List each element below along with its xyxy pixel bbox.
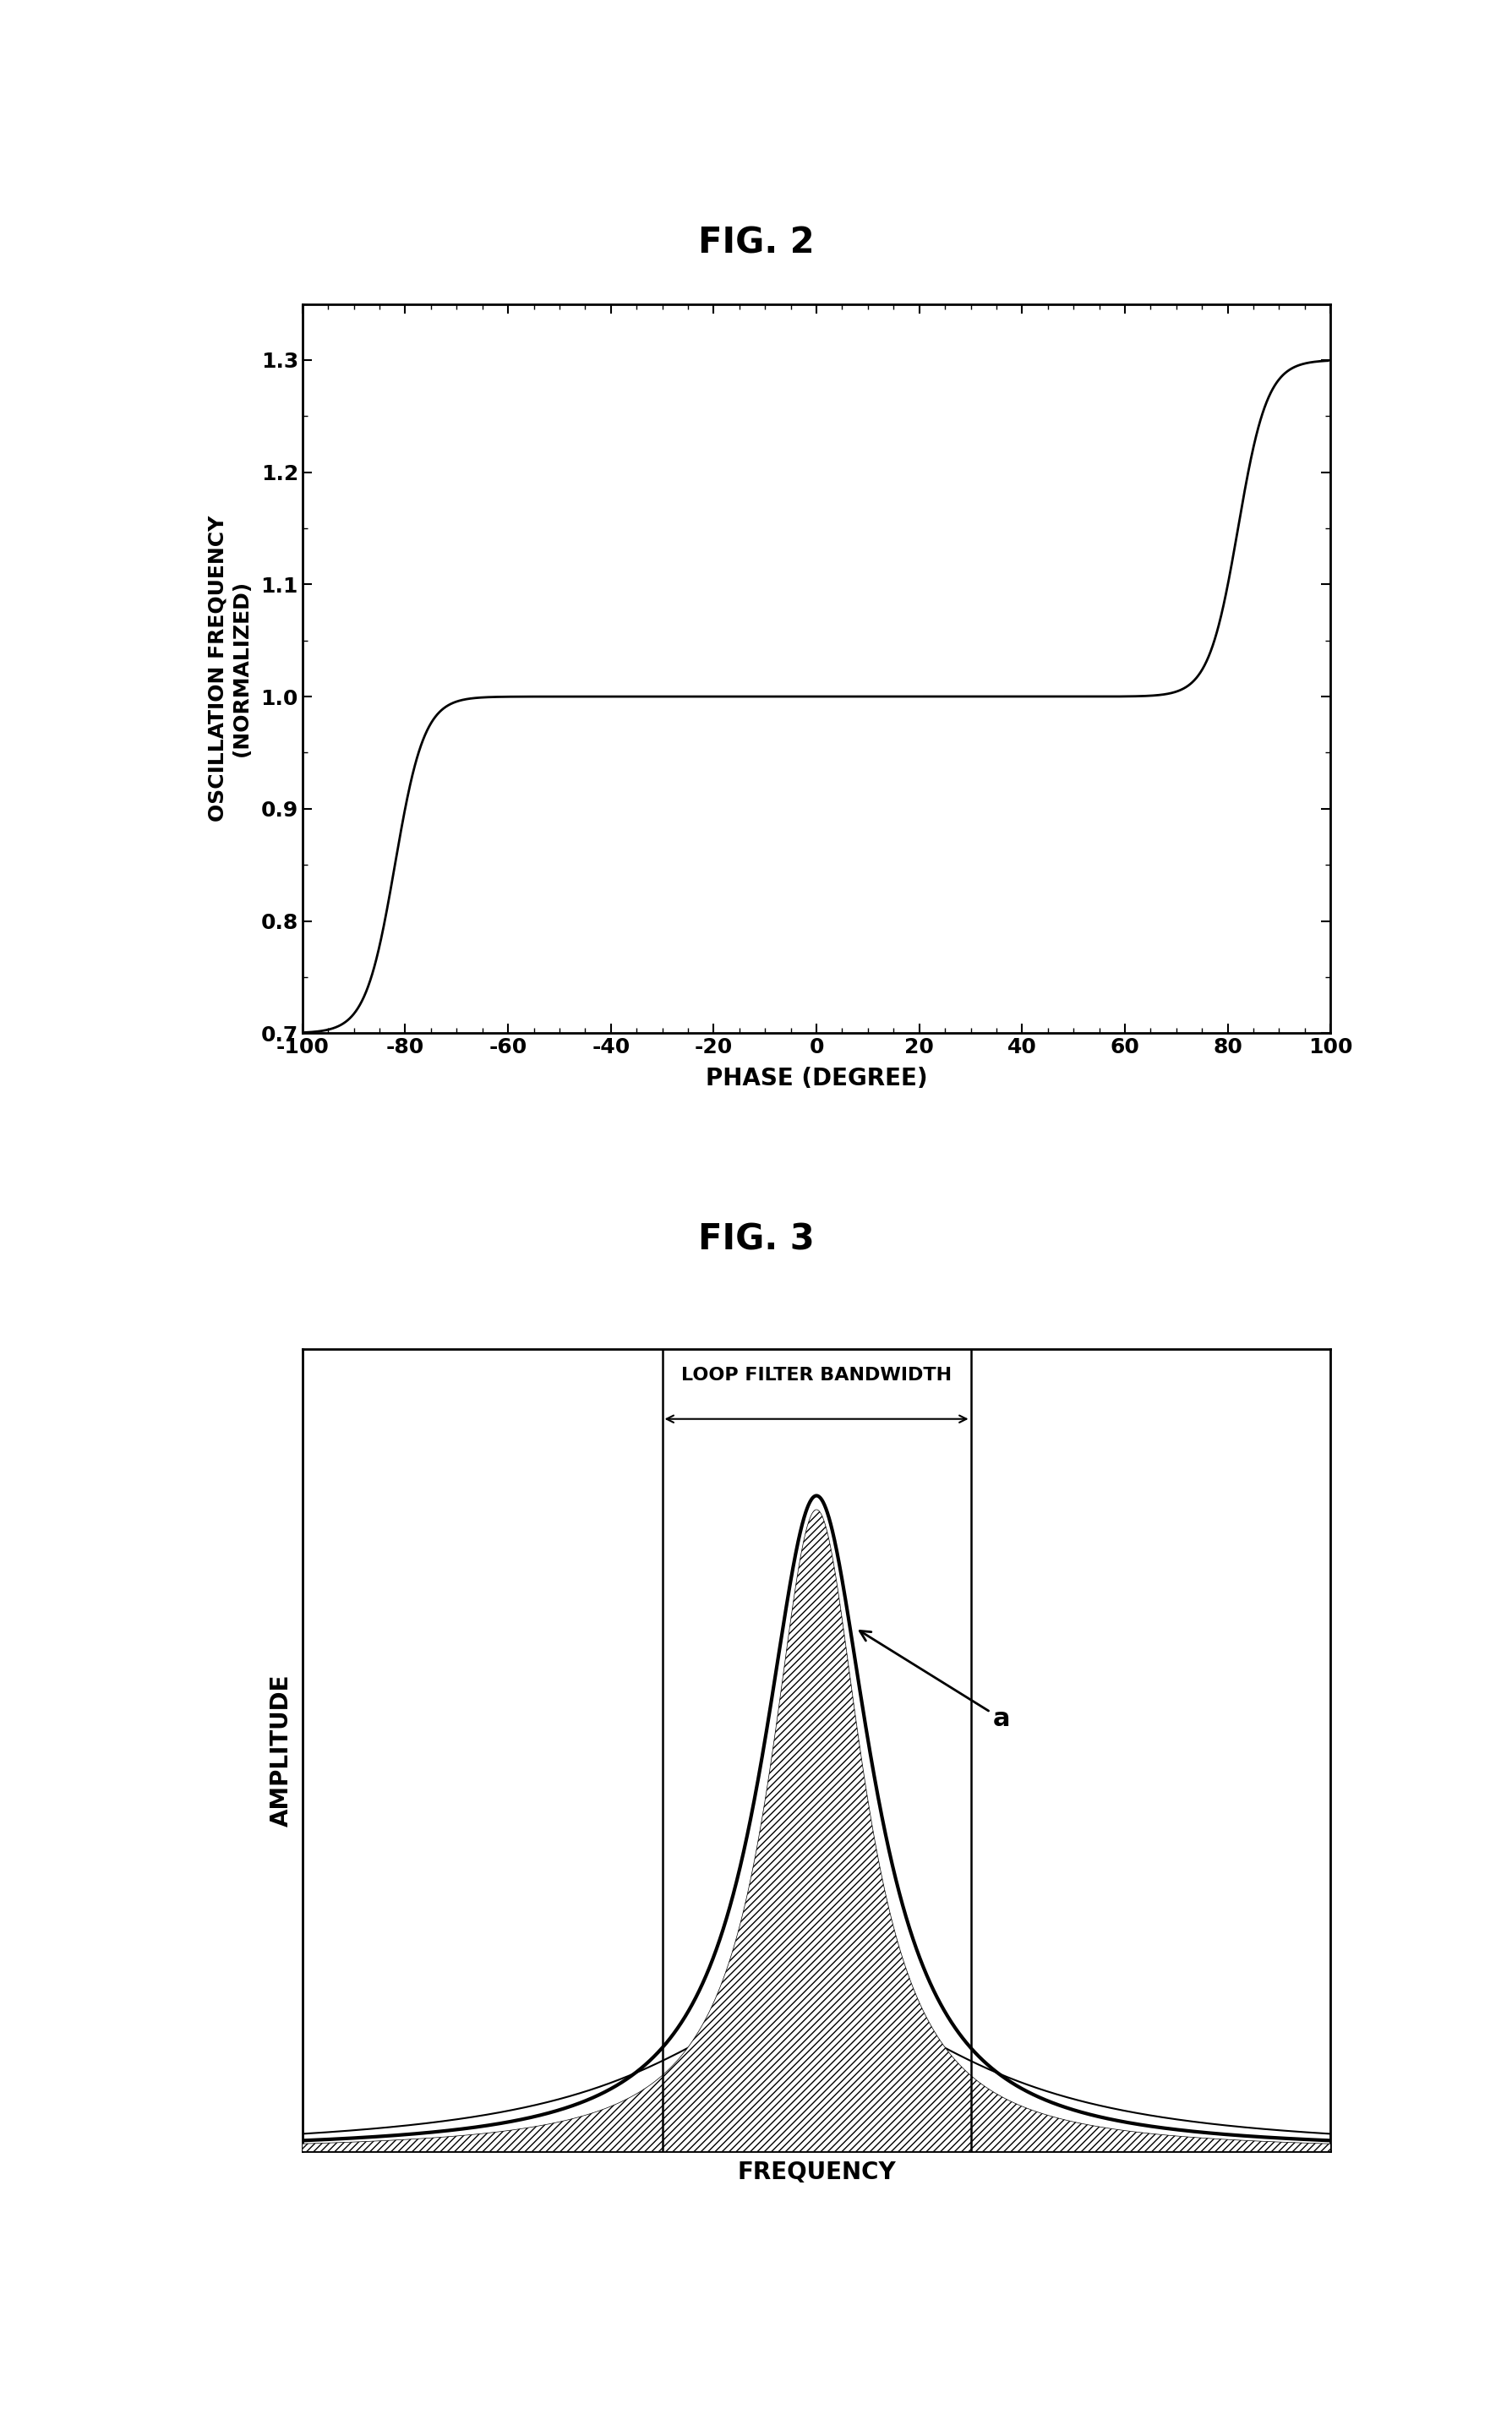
FancyArrowPatch shape [667,1415,966,1422]
Y-axis label: AMPLITUDE: AMPLITUDE [269,1675,293,1826]
Y-axis label: OSCILLATION FREQUENCY
(NORMALIZED): OSCILLATION FREQUENCY (NORMALIZED) [207,515,251,822]
X-axis label: FREQUENCY: FREQUENCY [738,2161,895,2185]
Text: FIG. 2: FIG. 2 [699,226,813,260]
Text: a: a [860,1631,1010,1731]
Text: FIG. 3: FIG. 3 [699,1223,813,1257]
Text: LOOP FILTER BANDWIDTH: LOOP FILTER BANDWIDTH [682,1366,951,1383]
X-axis label: PHASE (DEGREE): PHASE (DEGREE) [706,1067,927,1092]
